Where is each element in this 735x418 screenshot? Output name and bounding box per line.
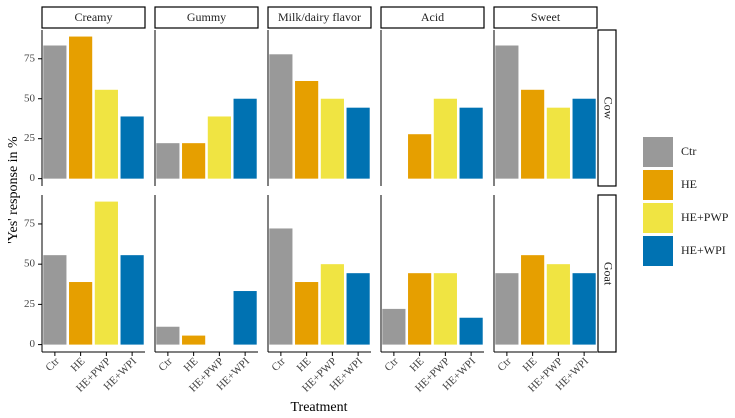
facet-label: Cow bbox=[601, 97, 615, 120]
x-tick-label: HE bbox=[69, 355, 88, 374]
bar bbox=[156, 143, 180, 179]
y-tick-label: 25 bbox=[24, 298, 36, 310]
bar bbox=[495, 45, 519, 179]
bar bbox=[69, 36, 93, 179]
bar bbox=[182, 335, 206, 345]
legend-label: Ctr bbox=[681, 144, 696, 158]
legend-label: HE+WPI bbox=[681, 243, 726, 257]
y-tick-label: 25 bbox=[24, 132, 36, 144]
facet-label: Creamy bbox=[75, 10, 113, 24]
x-tick-label: HE bbox=[295, 355, 314, 374]
x-tick-label: HE bbox=[408, 355, 427, 374]
bar bbox=[295, 80, 319, 179]
bar bbox=[459, 107, 483, 179]
bar bbox=[459, 317, 483, 345]
facet-label: Goat bbox=[601, 262, 615, 286]
bar bbox=[346, 107, 370, 179]
y-tick-label: 0 bbox=[30, 338, 36, 350]
x-tick-label: Ctr bbox=[156, 355, 175, 374]
bar bbox=[94, 89, 118, 179]
bar bbox=[207, 116, 231, 179]
legend-swatch bbox=[643, 236, 673, 266]
bar bbox=[182, 143, 206, 179]
x-tick-label: HE bbox=[521, 355, 540, 374]
facet-strip bbox=[597, 194, 617, 353]
x-tick-label: Ctr bbox=[269, 355, 288, 374]
bar bbox=[408, 273, 432, 345]
bar bbox=[572, 273, 596, 345]
legend-swatch bbox=[643, 203, 673, 233]
bar bbox=[43, 45, 67, 179]
bar bbox=[120, 116, 144, 179]
facet-strip bbox=[380, 6, 485, 29]
bar bbox=[572, 98, 596, 179]
bar bbox=[233, 291, 257, 345]
facet-strip bbox=[493, 6, 598, 29]
bar bbox=[521, 89, 545, 179]
legend-swatch bbox=[643, 170, 673, 200]
bar bbox=[233, 98, 257, 179]
x-tick-label: Ctr bbox=[382, 355, 401, 374]
x-tick-label: Ctr bbox=[495, 355, 514, 374]
bar bbox=[295, 282, 319, 345]
bar bbox=[320, 264, 344, 345]
legend-swatch bbox=[643, 137, 673, 167]
y-tick-label: 50 bbox=[24, 92, 36, 104]
facet-strip bbox=[267, 6, 372, 29]
x-tick-label: HE bbox=[182, 355, 201, 374]
bar bbox=[382, 308, 406, 345]
x-tick-label: Ctr bbox=[43, 355, 62, 374]
bar bbox=[408, 134, 432, 179]
y-tick-label: 0 bbox=[30, 172, 36, 184]
facet-label: Sweet bbox=[531, 10, 561, 24]
bar bbox=[269, 54, 293, 179]
bar bbox=[546, 264, 570, 345]
legend-label: HE+PWP bbox=[681, 210, 729, 224]
bar bbox=[495, 273, 519, 345]
bar bbox=[433, 98, 457, 179]
facet-label: Milk/dairy flavor bbox=[278, 10, 361, 24]
bar bbox=[346, 273, 370, 345]
facet-label: Acid bbox=[421, 10, 444, 24]
x-axis-title: Treatment bbox=[290, 400, 347, 415]
bar bbox=[156, 326, 180, 345]
bar bbox=[269, 228, 293, 345]
bar bbox=[320, 98, 344, 179]
y-tick-label: 75 bbox=[24, 217, 36, 229]
y-axis-title: 'Yes' response in % bbox=[6, 136, 21, 244]
bar bbox=[94, 201, 118, 345]
facet-strip bbox=[597, 29, 617, 187]
y-tick-label: 50 bbox=[24, 258, 36, 270]
bar bbox=[69, 282, 93, 345]
facet-strip bbox=[154, 6, 259, 29]
y-tick-label: 75 bbox=[24, 52, 36, 64]
bar bbox=[521, 255, 545, 345]
bar bbox=[43, 255, 67, 345]
legend-label: HE bbox=[681, 177, 697, 191]
bar bbox=[433, 273, 457, 345]
facet-label: Gummy bbox=[187, 10, 226, 24]
bar bbox=[546, 107, 570, 179]
facet-strip bbox=[41, 6, 146, 29]
bar bbox=[120, 255, 144, 345]
